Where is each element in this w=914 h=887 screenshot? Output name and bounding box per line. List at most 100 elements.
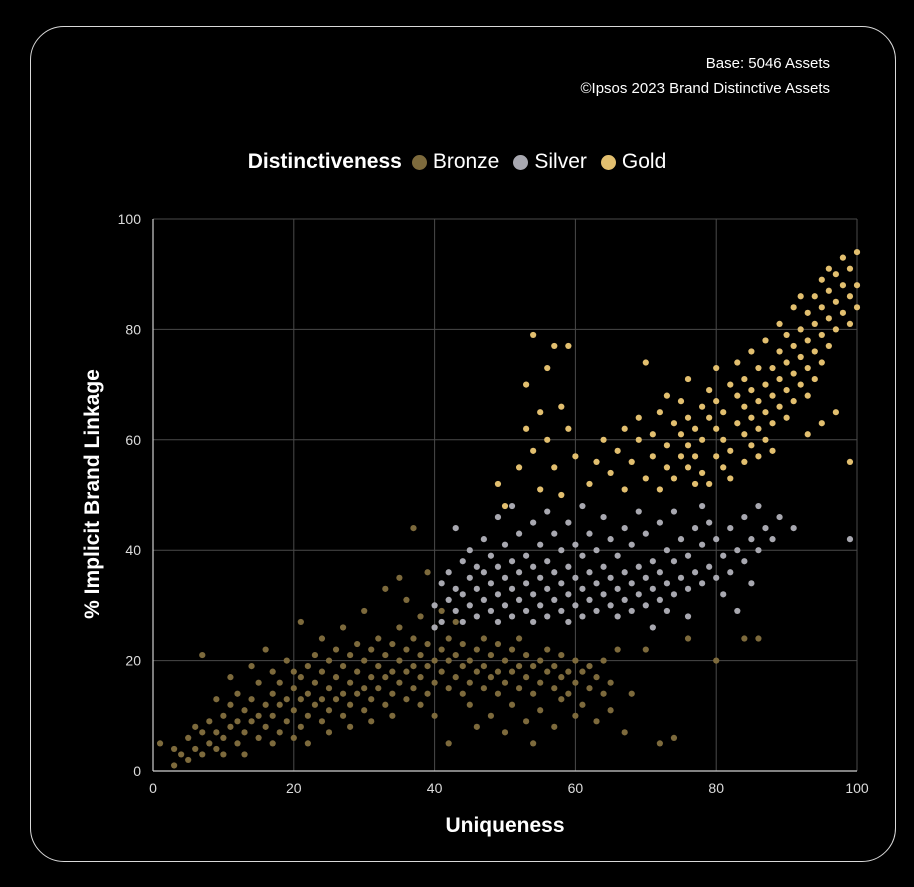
point-gold [839, 282, 847, 289]
point-silver [544, 613, 551, 620]
point-gold [741, 375, 748, 383]
point-silver [649, 624, 656, 631]
point-gold [558, 491, 565, 499]
point-silver [459, 558, 466, 565]
point-gold [790, 304, 797, 311]
series-silver [431, 502, 854, 631]
point-bronze [269, 668, 276, 675]
point-silver [699, 541, 706, 548]
point-bronze [297, 674, 304, 681]
point-silver [515, 530, 523, 537]
point-gold [691, 480, 699, 488]
point-gold [832, 409, 839, 416]
point-bronze [347, 701, 354, 708]
point-bronze [607, 679, 614, 686]
point-gold [691, 453, 699, 460]
point-silver [600, 513, 607, 521]
point-gold [720, 436, 727, 443]
point-gold [551, 464, 558, 471]
point-bronze [558, 674, 565, 681]
legend-item-gold: Gold [600, 150, 666, 174]
point-bronze [262, 646, 269, 653]
point-silver [741, 558, 748, 565]
point-bronze [354, 690, 361, 697]
point-gold [691, 425, 699, 432]
point-gold [565, 425, 572, 432]
point-gold [839, 254, 847, 261]
point-gold [523, 425, 530, 432]
point-bronze [593, 674, 600, 681]
point-bronze [304, 740, 311, 747]
point-bronze [515, 663, 523, 670]
point-silver [846, 536, 854, 543]
point-bronze [572, 657, 579, 664]
point-gold [713, 453, 720, 460]
point-bronze [220, 734, 227, 741]
point-gold [776, 403, 783, 410]
point-silver [621, 596, 628, 603]
point-bronze [361, 607, 368, 615]
point-gold [853, 249, 861, 256]
point-bronze [396, 574, 403, 581]
point-silver [494, 563, 502, 570]
point-silver [614, 613, 621, 620]
point-silver [593, 607, 600, 615]
point-bronze [537, 679, 544, 686]
point-gold [720, 409, 727, 416]
point-silver [523, 580, 530, 587]
point-gold [762, 337, 769, 344]
point-gold [797, 353, 804, 361]
x-tick-label: 40 [427, 780, 443, 796]
point-bronze [220, 712, 227, 719]
point-silver [713, 574, 720, 581]
point-gold [783, 359, 790, 366]
point-silver [677, 536, 685, 543]
point-silver [706, 519, 713, 526]
point-bronze [318, 635, 326, 642]
point-gold [741, 403, 748, 410]
x-tick-label: 0 [149, 780, 157, 796]
point-gold [649, 431, 656, 438]
point-silver [649, 558, 656, 565]
point-bronze [494, 640, 502, 648]
point-silver [790, 525, 797, 532]
point-bronze [670, 734, 678, 741]
y-tick-label: 0 [133, 763, 141, 779]
point-gold [607, 469, 614, 477]
point-silver [480, 536, 487, 543]
point-silver [628, 541, 635, 548]
point-bronze [565, 690, 572, 697]
point-gold [804, 431, 811, 438]
point-bronze [403, 596, 410, 603]
point-gold [713, 364, 720, 372]
point-silver [586, 596, 593, 603]
point-gold [748, 442, 755, 449]
point-silver [466, 602, 473, 609]
point-gold [494, 480, 502, 488]
point-gold [621, 486, 628, 493]
point-bronze [241, 751, 248, 758]
point-bronze [445, 685, 452, 692]
point-bronze [410, 663, 417, 670]
point-gold [748, 414, 755, 421]
point-gold [706, 414, 713, 421]
point-bronze [445, 740, 452, 747]
point-silver [459, 618, 466, 626]
point-bronze [171, 762, 178, 769]
point-silver [530, 618, 537, 626]
point-silver [670, 508, 678, 515]
point-gold [537, 409, 544, 416]
point-gold [846, 320, 854, 327]
x-tick-label: 60 [568, 780, 584, 796]
point-gold [769, 447, 776, 454]
point-bronze [523, 718, 530, 725]
point-gold [832, 298, 839, 305]
point-gold [684, 375, 692, 383]
point-gold [706, 387, 713, 394]
point-gold [684, 464, 692, 471]
point-bronze [325, 729, 333, 736]
point-gold [565, 342, 572, 350]
point-bronze [269, 712, 276, 719]
point-bronze [424, 690, 431, 697]
point-gold [621, 425, 628, 432]
